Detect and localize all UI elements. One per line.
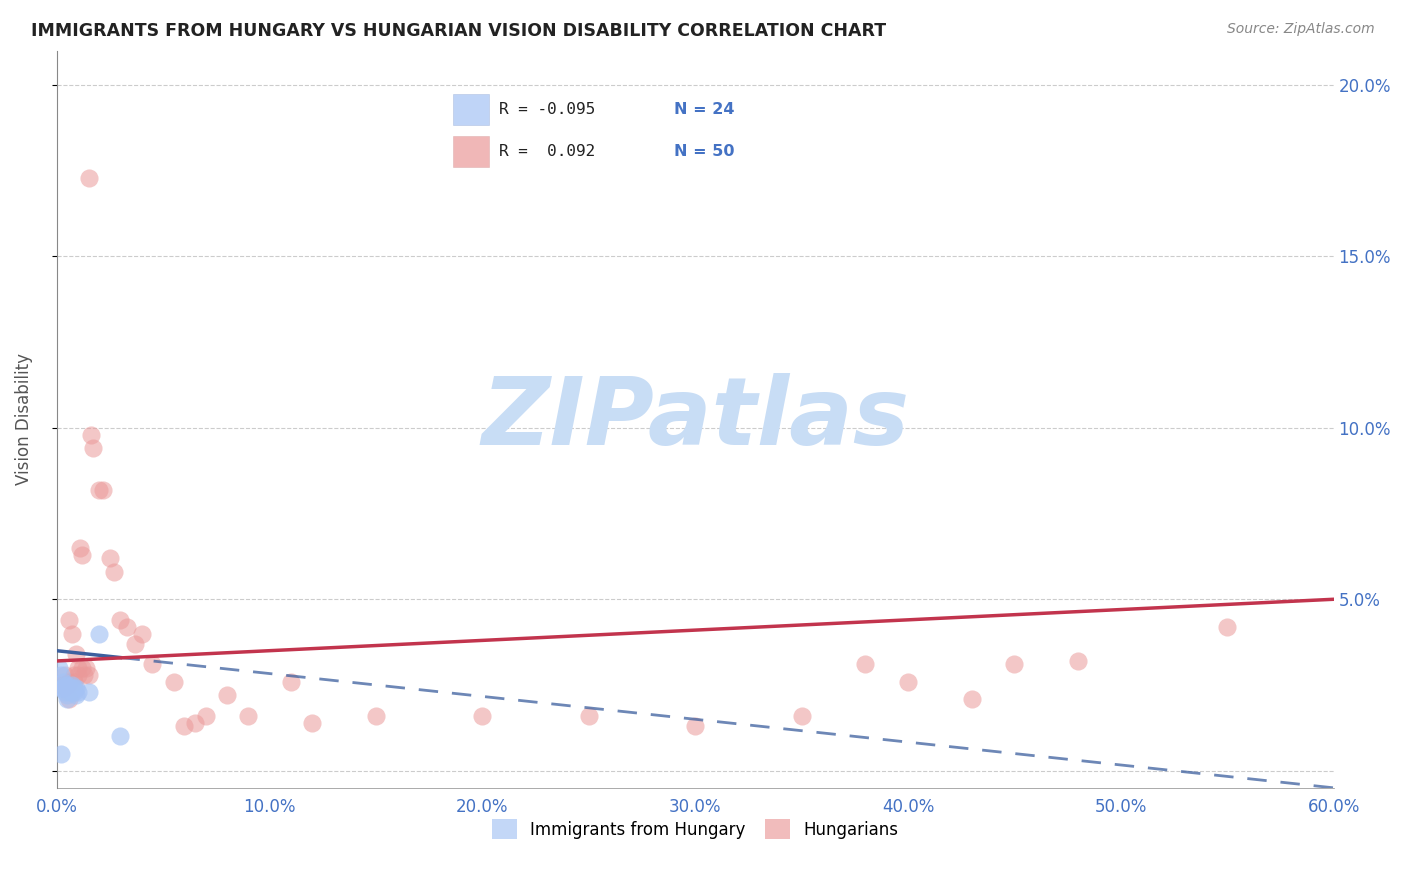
Point xyxy=(89,626,111,640)
Point xyxy=(60,626,83,640)
Point xyxy=(110,730,132,744)
Legend: Immigrants from Hungary, Hungarians: Immigrants from Hungary, Hungarians xyxy=(485,813,905,846)
Point xyxy=(62,685,84,699)
Point xyxy=(58,685,80,699)
Point xyxy=(790,709,813,723)
Point xyxy=(62,667,84,681)
Point xyxy=(98,551,121,566)
Point xyxy=(53,678,76,692)
Text: Source: ZipAtlas.com: Source: ZipAtlas.com xyxy=(1227,22,1375,37)
Text: N = 24: N = 24 xyxy=(675,102,735,117)
Point xyxy=(53,667,76,681)
Point xyxy=(578,709,600,723)
Point xyxy=(49,667,72,681)
Point xyxy=(70,661,93,675)
Text: ZIPatlas: ZIPatlas xyxy=(481,373,910,466)
Point xyxy=(77,170,100,185)
Point xyxy=(52,681,75,696)
Point xyxy=(58,681,80,696)
Point xyxy=(683,719,706,733)
Bar xyxy=(453,95,489,125)
Point xyxy=(65,681,87,696)
Point xyxy=(89,483,111,497)
Point xyxy=(60,681,83,696)
Point xyxy=(82,442,104,456)
Point xyxy=(1002,657,1025,672)
Text: IMMIGRANTS FROM HUNGARY VS HUNGARIAN VISION DISABILITY CORRELATION CHART: IMMIGRANTS FROM HUNGARY VS HUNGARIAN VIS… xyxy=(31,22,886,40)
Point xyxy=(66,661,89,675)
Point xyxy=(855,657,877,672)
Point xyxy=(73,667,96,681)
Text: R = -0.095: R = -0.095 xyxy=(499,102,595,117)
Point xyxy=(58,674,80,689)
Point xyxy=(65,647,87,661)
Point xyxy=(62,681,84,696)
Point xyxy=(48,661,70,675)
Point xyxy=(70,548,93,562)
Point xyxy=(103,565,125,579)
Point xyxy=(897,674,920,689)
Point xyxy=(215,688,238,702)
Point xyxy=(58,691,80,706)
Point xyxy=(960,691,983,706)
Y-axis label: Vision Disability: Vision Disability xyxy=(15,353,32,485)
Point xyxy=(66,667,89,681)
Point xyxy=(77,667,100,681)
Point xyxy=(194,709,217,723)
Point xyxy=(79,427,101,442)
Point xyxy=(69,541,91,555)
Point xyxy=(364,709,387,723)
Point xyxy=(52,681,75,696)
Point xyxy=(49,678,72,692)
Point xyxy=(1067,654,1090,668)
Point xyxy=(131,626,153,640)
Point xyxy=(301,715,323,730)
Bar xyxy=(453,136,489,167)
Point xyxy=(93,483,115,497)
Point xyxy=(124,637,146,651)
Point xyxy=(53,685,76,699)
Point xyxy=(173,719,195,733)
Point xyxy=(115,620,138,634)
Point xyxy=(110,613,132,627)
Point xyxy=(1216,620,1239,634)
Point xyxy=(66,685,89,699)
Point xyxy=(141,657,163,672)
Point xyxy=(280,674,302,689)
Point xyxy=(56,678,79,692)
Point xyxy=(184,715,207,730)
Point xyxy=(58,613,80,627)
Point xyxy=(60,678,83,692)
Point xyxy=(163,674,186,689)
Text: N = 50: N = 50 xyxy=(675,145,735,159)
Point xyxy=(56,678,79,692)
Point xyxy=(65,688,87,702)
Point xyxy=(49,747,72,761)
Point xyxy=(62,674,84,689)
Point xyxy=(471,709,494,723)
Point xyxy=(49,681,72,696)
Point xyxy=(77,685,100,699)
Point xyxy=(60,685,83,699)
Point xyxy=(52,674,75,689)
Point xyxy=(56,691,79,706)
Point xyxy=(238,709,260,723)
Point xyxy=(75,661,97,675)
Point xyxy=(56,688,79,702)
Text: R =  0.092: R = 0.092 xyxy=(499,145,595,159)
